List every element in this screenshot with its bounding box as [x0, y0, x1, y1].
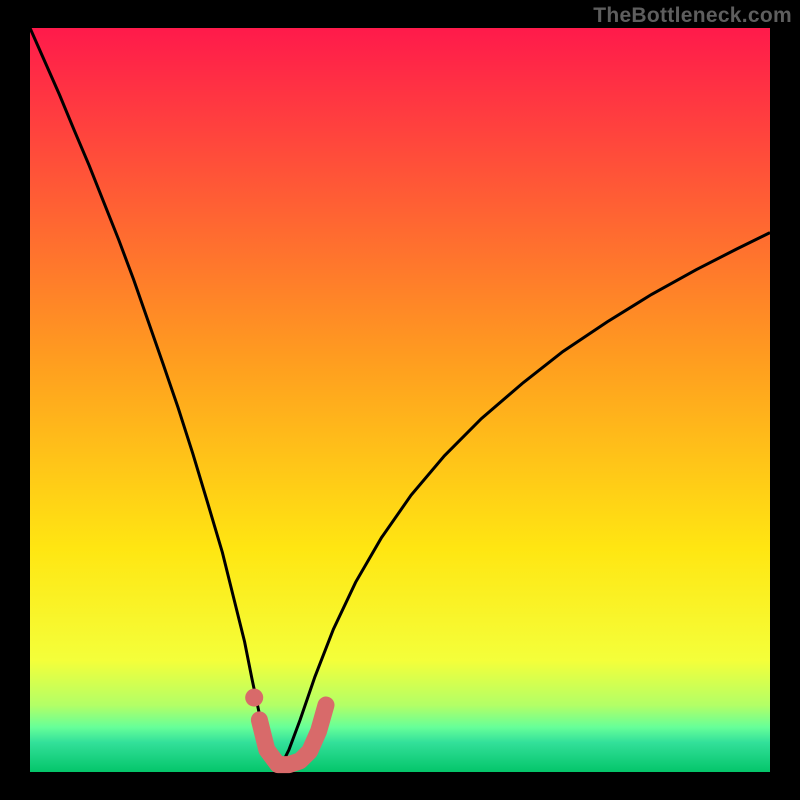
watermark-text: TheBottleneck.com [593, 4, 792, 28]
plot-area [30, 28, 770, 772]
optimal-overlay-curve [259, 705, 326, 765]
curve-svg [30, 28, 770, 772]
overlay-start-dot [245, 689, 263, 707]
chart-root: TheBottleneck.com [0, 0, 800, 800]
bottleneck-curve [30, 28, 770, 768]
